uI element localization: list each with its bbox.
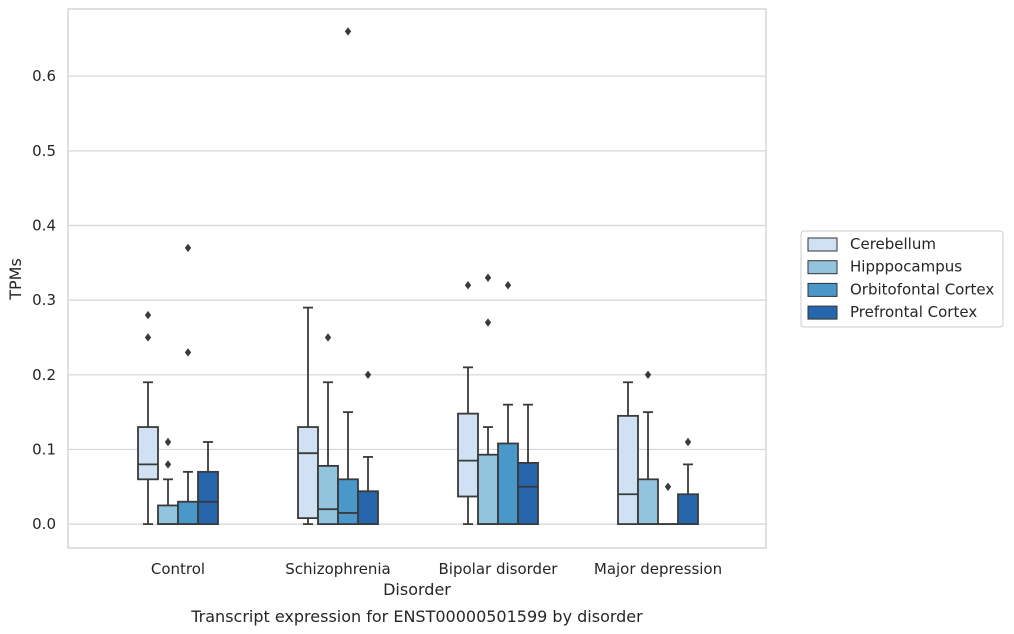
- box-body: [337, 478, 359, 526]
- box-body: [297, 426, 319, 520]
- outlier-marker: [644, 370, 652, 380]
- box-prefrontal-cortex: [357, 370, 379, 526]
- outlier-marker: [324, 333, 332, 342]
- legend: Cerebellum Hipppocampus Orbitofontal Corte…: [800, 230, 1004, 328]
- outlier-marker: [344, 27, 352, 36]
- box-hipppocampus: [477, 273, 499, 526]
- outlier-marker: [464, 281, 472, 290]
- legend-label: Prefrontal Cortex: [850, 303, 977, 321]
- box-cerebellum: [617, 381, 639, 526]
- outlier-marker: [144, 310, 152, 320]
- chart-caption: Transcript expression for ENST0000050159…: [190, 607, 643, 626]
- y-axis-label: TPMs: [6, 258, 25, 301]
- outlier-marker: [504, 281, 512, 290]
- y-tick-label: 0.4: [32, 216, 56, 234]
- box-body: [317, 464, 339, 526]
- box-body: [477, 453, 499, 526]
- outlier-marker: [144, 333, 152, 342]
- x-axis-ticks: Control Schizophrenia Bipolar disorder Majo…: [151, 560, 722, 578]
- box-body: [177, 500, 199, 526]
- y-tick-label: 0.0: [32, 515, 56, 533]
- plot-area-frame: [67, 8, 767, 549]
- outlier-marker: [164, 437, 172, 447]
- box-body: [677, 493, 699, 526]
- legend-swatch: [807, 260, 838, 275]
- legend-swatch: [807, 305, 838, 320]
- box-body: [617, 414, 639, 526]
- x-tick-label: Major depression: [594, 560, 722, 578]
- box-body: [497, 442, 519, 526]
- legend-label: Orbitofontal Cortex: [850, 280, 994, 298]
- y-tick-label: 0.2: [32, 366, 56, 384]
- box-orbitofontal-cortex: [177, 243, 199, 526]
- box-body: [197, 470, 219, 526]
- y-tick-label: 0.1: [32, 440, 56, 458]
- outlier-marker: [484, 273, 492, 282]
- y-axis-ticks: 0.0 0.1 0.2 0.3 0.4 0.5 0.6: [32, 67, 56, 533]
- box-body: [157, 504, 179, 526]
- legend-label: Cerebellum: [850, 235, 936, 253]
- outlier-marker: [184, 348, 192, 357]
- x-tick-label: Control: [151, 560, 205, 578]
- box-body: [637, 478, 659, 526]
- box-cerebellum: [137, 310, 159, 526]
- box-hipppocampus: [157, 437, 179, 526]
- box-prefrontal-cortex: [197, 441, 219, 526]
- legend-swatch: [807, 282, 838, 297]
- x-axis-label: Disorder: [383, 580, 451, 599]
- boxes: [137, 27, 699, 526]
- legend-frame: [800, 230, 1004, 328]
- outlier-marker: [684, 437, 692, 447]
- box-cerebellum: [457, 281, 479, 526]
- box-orbitofontal-cortex: [657, 482, 679, 526]
- box-prefrontal-cortex: [677, 437, 699, 526]
- box-hipppocampus: [637, 370, 659, 526]
- outlier-marker: [164, 460, 172, 469]
- y-tick-label: 0.5: [32, 142, 56, 160]
- x-tick-label: Bipolar disorder: [439, 560, 559, 578]
- legend-label: Hipppocampus: [850, 258, 962, 276]
- box-hipppocampus: [317, 333, 339, 526]
- y-tick-label: 0.3: [32, 291, 56, 309]
- y-tick-label: 0.6: [32, 67, 56, 85]
- outlier-marker: [184, 243, 192, 253]
- legend-swatch: [807, 237, 838, 252]
- outlier-marker: [364, 370, 372, 380]
- x-tick-label: Schizophrenia: [285, 560, 390, 578]
- box-orbitofontal-cortex: [497, 281, 519, 526]
- box-body: [137, 426, 159, 481]
- box-body: [457, 412, 479, 498]
- outlier-marker: [664, 482, 672, 491]
- grid-lines: [68, 75, 766, 525]
- outlier-marker: [484, 318, 492, 327]
- box-cerebellum: [297, 306, 319, 526]
- box-prefrontal-cortex: [517, 403, 539, 526]
- box-body: [357, 490, 379, 526]
- box-body: [517, 461, 539, 526]
